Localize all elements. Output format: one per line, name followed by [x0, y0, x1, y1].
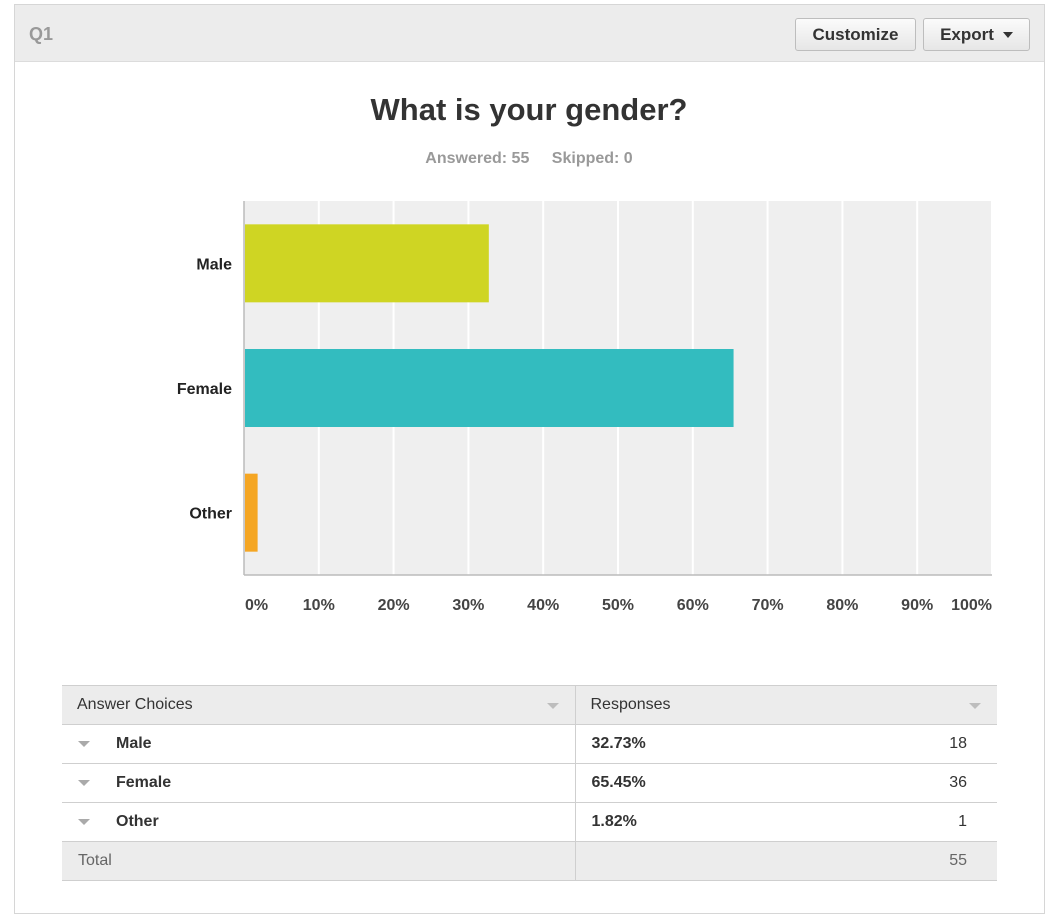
bar-chart: 0% 10% 20% 30% 40% 50% 60% 70% 80% 90% 100% Male Fem…: [177, 201, 993, 614]
answer-choice-cell: Other: [62, 802, 576, 842]
expand-caret-icon[interactable]: [78, 818, 90, 825]
response-percent: 1.82%: [591, 813, 637, 830]
x-tick-label: 50%: [602, 597, 634, 614]
response-cell: 32.73% 18: [575, 724, 997, 764]
x-tick-label: 10%: [303, 597, 335, 614]
chevron-down-icon: [1002, 31, 1013, 38]
y-category-label: Other: [189, 506, 232, 523]
x-tick-label: 0%: [245, 597, 268, 614]
response-percent: 65.45%: [591, 774, 646, 791]
table-row: Male 32.73% 18: [62, 724, 997, 764]
question-number: Q1: [29, 24, 54, 44]
expand-caret-icon[interactable]: [78, 779, 90, 786]
export-button-label: Export: [940, 24, 994, 44]
column-header-label: Responses: [590, 696, 671, 713]
answered-count: Answered: 55: [425, 150, 530, 167]
answer-choice-label: Male: [116, 735, 152, 752]
response-count: 1: [958, 813, 967, 830]
skipped-count: Skipped: 0: [551, 150, 633, 167]
customize-button[interactable]: Customize: [795, 18, 916, 51]
response-cell: 65.45% 36: [575, 763, 997, 803]
response-cell: 1.82% 1: [575, 802, 997, 842]
response-count: 18: [949, 735, 967, 752]
x-tick-label: 90%: [901, 597, 933, 614]
expand-caret-icon[interactable]: [78, 740, 90, 747]
table-row: Other 1.82% 1: [62, 802, 997, 842]
answer-choice-label: Other: [116, 813, 159, 830]
column-header-label: Answer Choices: [77, 696, 193, 713]
total-row: Total 55: [62, 841, 997, 881]
x-tick-label: 100%: [951, 597, 992, 614]
column-header-responses[interactable]: Responses: [575, 685, 997, 725]
x-tick-label: 30%: [452, 597, 484, 614]
sort-icon[interactable]: [969, 703, 981, 709]
total-count: 55: [949, 852, 967, 869]
bar-female: [245, 349, 734, 427]
response-stats: Answered: 55 Skipped: 0: [0, 150, 1054, 168]
export-button[interactable]: Export: [923, 18, 1030, 51]
response-count: 36: [949, 774, 967, 791]
x-tick-label: 60%: [677, 597, 709, 614]
question-title: What is your gender?: [370, 92, 688, 127]
response-percent: 32.73%: [591, 735, 646, 752]
total-cell: 55: [575, 841, 997, 881]
responses-table: Answer Choices Responses Male 32.73% 18 …: [62, 685, 997, 881]
bar-male: [245, 224, 489, 303]
x-tick-label: 40%: [527, 597, 559, 614]
column-header-answer-choices[interactable]: Answer Choices: [62, 685, 576, 725]
card-header: Q1 Customize Export: [15, 5, 1044, 62]
answer-choice-cell: Female: [62, 763, 576, 803]
y-category-label: Female: [177, 381, 232, 398]
y-category-label: Male: [196, 256, 232, 273]
x-tick-label: 20%: [378, 597, 410, 614]
bar-other: [245, 473, 258, 552]
answer-choice-cell: Male: [62, 724, 576, 764]
sort-icon[interactable]: [546, 703, 559, 709]
table-row: Female 65.45% 36: [62, 763, 997, 803]
answer-choice-label: Female: [116, 774, 172, 791]
x-tick-label: 70%: [752, 597, 784, 614]
total-label: Total: [62, 841, 576, 881]
x-tick-label: 80%: [826, 597, 858, 614]
